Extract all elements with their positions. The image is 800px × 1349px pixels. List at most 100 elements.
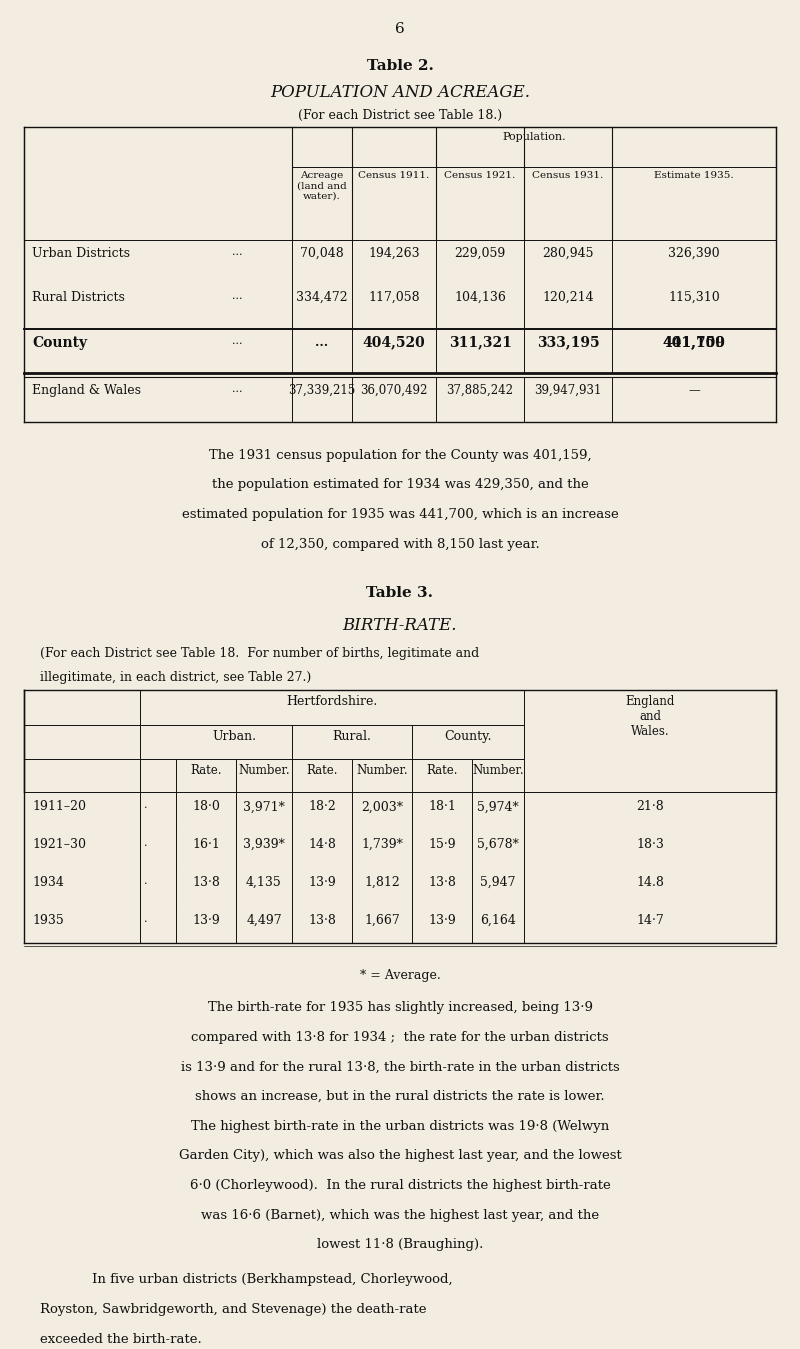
Text: The birth-rate for 1935 has slightly increased, being 13·9: The birth-rate for 1935 has slightly inc…	[207, 1001, 593, 1014]
Text: 404,520: 404,520	[362, 336, 426, 349]
Text: Urban.: Urban.	[212, 730, 256, 743]
Text: Number.: Number.	[472, 764, 524, 777]
Text: 14·8: 14·8	[308, 838, 336, 851]
Text: Hertfordshire.: Hertfordshire.	[286, 695, 378, 708]
Text: 37,885,242: 37,885,242	[446, 384, 514, 397]
Text: Table 3.: Table 3.	[366, 585, 434, 600]
Text: 3,939*: 3,939*	[243, 838, 285, 851]
Text: 334,472: 334,472	[296, 291, 348, 304]
Text: 401,159: 401,159	[662, 336, 726, 349]
Text: County.: County.	[444, 730, 492, 743]
Text: —: —	[688, 384, 700, 397]
Text: Rate.: Rate.	[306, 764, 338, 777]
Text: (For each District see Table 18.): (For each District see Table 18.)	[298, 109, 502, 123]
Text: 229,059: 229,059	[454, 247, 506, 259]
Text: lowest 11·8 (Braughing).: lowest 11·8 (Braughing).	[317, 1238, 483, 1252]
Text: 5,974*: 5,974*	[477, 800, 519, 813]
Text: illegitimate, in each district, see Table 27.): illegitimate, in each district, see Tabl…	[40, 670, 311, 684]
Text: .: .	[144, 876, 147, 886]
Text: ...: ...	[232, 291, 242, 301]
Text: Census 1931.: Census 1931.	[532, 171, 604, 181]
Text: ...: ...	[315, 336, 329, 348]
Text: the population estimated for 1934 was 429,350, and the: the population estimated for 1934 was 42…	[212, 479, 588, 491]
Text: * = Average.: * = Average.	[360, 969, 440, 982]
Text: .: .	[144, 913, 147, 924]
Text: ...: ...	[232, 384, 242, 394]
Text: 18·3: 18·3	[636, 838, 664, 851]
Text: 115,310: 115,310	[668, 291, 720, 304]
Text: Number.: Number.	[238, 764, 290, 777]
Text: 3,971*: 3,971*	[243, 800, 285, 813]
Text: 4,135: 4,135	[246, 876, 282, 889]
Text: POPULATION AND ACREAGE.: POPULATION AND ACREAGE.	[270, 84, 530, 101]
Text: 311,321: 311,321	[449, 336, 511, 349]
Text: Estimate 1935.: Estimate 1935.	[654, 171, 734, 181]
Text: .: .	[144, 800, 147, 811]
Text: 14·7: 14·7	[636, 913, 664, 927]
Text: 1934: 1934	[32, 876, 64, 889]
Text: ...: ...	[232, 336, 242, 345]
Text: 13·9: 13·9	[428, 913, 456, 927]
Text: compared with 13·8 for 1934 ;  the rate for the urban districts: compared with 13·8 for 1934 ; the rate f…	[191, 1031, 609, 1044]
Text: England
and
Wales.: England and Wales.	[626, 695, 674, 738]
Text: The highest birth-rate in the urban districts was 19·8 (Welwyn: The highest birth-rate in the urban dist…	[191, 1120, 609, 1133]
Text: 1921–30: 1921–30	[32, 838, 86, 851]
Text: 13·8: 13·8	[428, 876, 456, 889]
Text: 18·1: 18·1	[428, 800, 456, 813]
Text: 13·9: 13·9	[308, 876, 336, 889]
Text: 5,678*: 5,678*	[477, 838, 519, 851]
Text: 6,164: 6,164	[480, 913, 516, 927]
Text: of 12,350, compared with 8,150 last year.: of 12,350, compared with 8,150 last year…	[261, 538, 539, 550]
Text: Table 2.: Table 2.	[366, 59, 434, 73]
Text: In five urban districts (Berkhampstead, Chorleywood,: In five urban districts (Berkhampstead, …	[92, 1273, 453, 1287]
Text: 15·9: 15·9	[428, 838, 456, 851]
Text: 326,390: 326,390	[668, 247, 720, 259]
Text: Census 1921.: Census 1921.	[444, 171, 516, 181]
Text: Number.: Number.	[356, 764, 408, 777]
Text: Royston, Sawbridgeworth, and Stevenage) the death-rate: Royston, Sawbridgeworth, and Stevenage) …	[40, 1303, 426, 1317]
Text: Rate.: Rate.	[426, 764, 458, 777]
Text: estimated population for 1935 was 441,700, which is an increase: estimated population for 1935 was 441,70…	[182, 509, 618, 521]
Text: is 13·9 and for the rural 13·8, the birth-rate in the urban districts: is 13·9 and for the rural 13·8, the birt…	[181, 1060, 619, 1074]
Text: 14.8: 14.8	[636, 876, 664, 889]
Text: 18·0: 18·0	[192, 800, 220, 813]
Text: ...: ...	[232, 247, 242, 256]
Text: Rate.: Rate.	[190, 764, 222, 777]
Text: 6·0 (Chorleywood).  In the rural districts the highest birth-rate: 6·0 (Chorleywood). In the rural district…	[190, 1179, 610, 1193]
Text: 441,700: 441,700	[662, 336, 726, 349]
Text: Rural.: Rural.	[333, 730, 371, 743]
Text: 1,667: 1,667	[364, 913, 400, 927]
Text: 1911–20: 1911–20	[32, 800, 86, 813]
Text: exceeded the birth-rate.: exceeded the birth-rate.	[40, 1333, 202, 1345]
Text: 36,070,492: 36,070,492	[360, 384, 428, 397]
Text: Rural Districts: Rural Districts	[32, 291, 125, 304]
Text: 13·8: 13·8	[192, 876, 220, 889]
Text: The 1931 census population for the County was 401,159,: The 1931 census population for the Count…	[209, 449, 591, 461]
Text: 13·8: 13·8	[308, 913, 336, 927]
Text: 117,058: 117,058	[368, 291, 420, 304]
Text: 18·2: 18·2	[308, 800, 336, 813]
Text: 37,339,215: 37,339,215	[288, 384, 356, 397]
Text: Garden City), which was also the highest last year, and the lowest: Garden City), which was also the highest…	[178, 1149, 622, 1163]
Text: .: .	[144, 838, 147, 849]
Text: 13·9: 13·9	[192, 913, 220, 927]
Text: 280,945: 280,945	[542, 247, 594, 259]
Text: 333,195: 333,195	[537, 336, 599, 349]
Text: 1935: 1935	[32, 913, 64, 927]
Text: England & Wales: England & Wales	[32, 384, 141, 397]
Text: was 16·6 (Barnet), which was the highest last year, and the: was 16·6 (Barnet), which was the highest…	[201, 1209, 599, 1222]
Text: 70,048: 70,048	[300, 247, 344, 259]
Text: 4,497: 4,497	[246, 913, 282, 927]
Text: 5,947: 5,947	[480, 876, 516, 889]
Text: BIRTH-RATE.: BIRTH-RATE.	[342, 616, 458, 634]
Text: Census 1911.: Census 1911.	[358, 171, 430, 181]
Text: 2,003*: 2,003*	[361, 800, 403, 813]
Text: Urban Districts: Urban Districts	[32, 247, 130, 259]
Text: 104,136: 104,136	[454, 291, 506, 304]
Text: 1,812: 1,812	[364, 876, 400, 889]
Text: County: County	[32, 336, 87, 349]
Text: shows an increase, but in the rural districts the rate is lower.: shows an increase, but in the rural dist…	[195, 1090, 605, 1103]
Text: Population.: Population.	[502, 132, 566, 142]
Text: 39,947,931: 39,947,931	[534, 384, 602, 397]
Text: 120,214: 120,214	[542, 291, 594, 304]
